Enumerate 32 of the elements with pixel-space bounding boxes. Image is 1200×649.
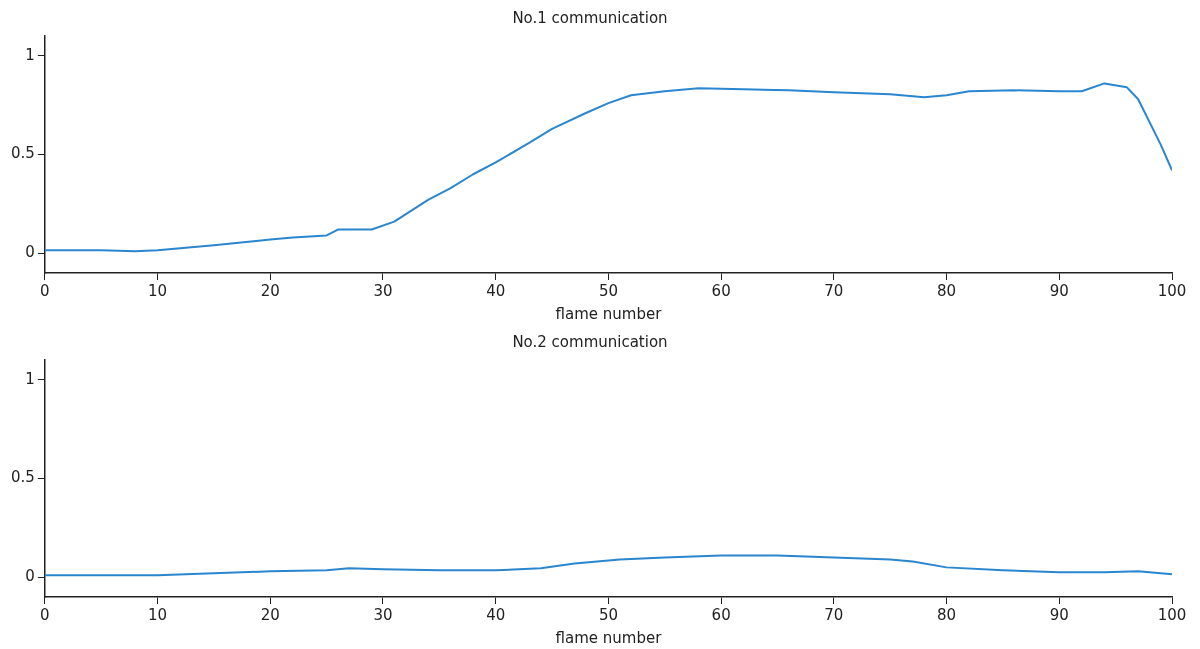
y-tick-label: 0.5 <box>11 468 35 487</box>
x-axis-title: flame number <box>555 304 663 323</box>
x-tick-label: 90 <box>1049 281 1069 300</box>
x-tick-label: 10 <box>148 605 168 624</box>
x-tick-label: 40 <box>486 605 506 624</box>
x-tick-label: 0 <box>40 605 50 624</box>
x-tick-label: 0 <box>40 281 50 300</box>
x-tick-label: 90 <box>1049 605 1069 624</box>
x-tick-label: 20 <box>260 281 280 300</box>
x-tick-label: 60 <box>711 281 731 300</box>
y-tick-label: 0 <box>25 567 35 586</box>
x-tick-label: 100 <box>1157 605 1187 624</box>
chart-title: No.1 communication <box>512 8 668 27</box>
x-tick-label: 50 <box>598 605 618 624</box>
x-tick-label: 70 <box>824 281 844 300</box>
x-tick-label: 30 <box>373 605 393 624</box>
chart-title: No.2 communication <box>512 332 668 351</box>
x-tick-label: 50 <box>598 281 618 300</box>
x-tick-label: 80 <box>937 281 957 300</box>
y-tick-label: 0.5 <box>11 144 35 163</box>
y-tick-label: 1 <box>25 45 35 64</box>
x-tick-label: 30 <box>373 281 393 300</box>
x-tick-label: 20 <box>260 605 280 624</box>
y-tick-label: 1 <box>25 369 35 388</box>
x-tick-label: 70 <box>824 605 844 624</box>
x-tick-label: 100 <box>1157 281 1187 300</box>
y-tick-label: 0 <box>25 243 35 262</box>
x-axis-title: flame number <box>555 628 663 647</box>
x-tick-label: 80 <box>937 605 957 624</box>
x-tick-label: 40 <box>486 281 506 300</box>
x-tick-label: 10 <box>148 281 168 300</box>
x-tick-label: 60 <box>711 605 731 624</box>
